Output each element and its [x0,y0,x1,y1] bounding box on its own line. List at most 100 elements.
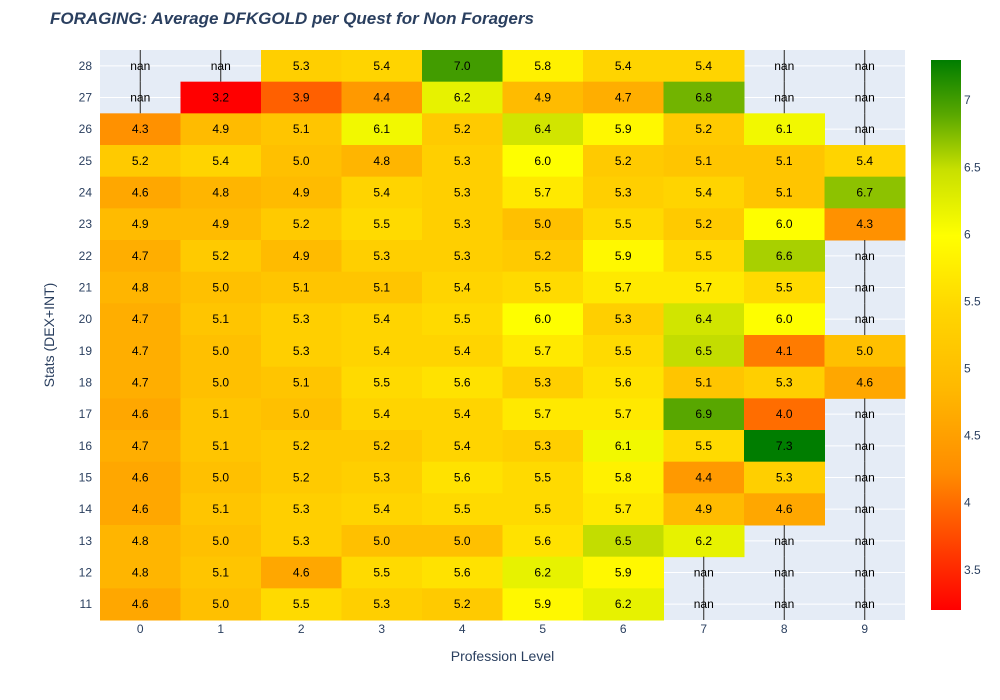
heatmap-cell [583,271,664,304]
heatmap-cell [422,208,503,241]
cell-value-label: 5.4 [454,281,471,295]
cell-value-label: 5.1 [212,407,229,421]
heatmap-cell [341,430,423,463]
cell-value-label: 4.0 [776,407,793,421]
heatmap-cell [824,208,906,241]
cell-value-label: nan [855,597,875,611]
cell-value-label: nan [855,249,875,263]
cell-value-label: nan [855,502,875,516]
heatmap-cell [502,461,584,494]
heatmap-cell [261,271,342,304]
heatmap-cell [422,113,503,146]
y-tick-label: 11 [80,597,93,611]
cell-value-label: 5.1 [776,154,793,168]
cell-value-label: 4.6 [132,502,149,516]
cell-value-label: 5.3 [534,376,551,390]
cell-value-label: 5.5 [534,502,551,516]
cell-value-label: 5.1 [695,376,712,390]
heatmap-cell [502,398,584,431]
cell-value-label: 5.0 [454,534,471,548]
heatmap-cell [341,176,423,209]
heatmap-cell [261,430,342,463]
cell-value-label: 5.7 [534,344,551,358]
heatmap-cell [261,525,342,558]
heatmap-cell [502,113,584,146]
heatmap-cell [100,556,181,589]
heatmap-cell [663,50,745,83]
cell-value-label: 5.5 [454,312,471,326]
heatmap-cell [422,493,503,526]
cell-value-label: 5.1 [776,186,793,200]
heatmap-cell [261,461,342,494]
heatmap-cell [422,366,503,399]
cell-value-label: 5.4 [454,407,471,421]
cell-value-label: 5.3 [454,249,471,263]
cell-value-label: 5.9 [615,249,632,263]
x-tick-label: 9 [861,622,868,636]
cell-value-label: 5.4 [373,59,390,73]
heatmap-cell [341,398,423,431]
cell-value-label: 5.1 [695,154,712,168]
y-tick-label: 15 [79,471,93,485]
cell-value-label: nan [855,122,875,136]
cell-value-label: 5.4 [615,59,632,73]
cell-value-label: 5.9 [615,122,632,136]
heatmap-cell [502,81,584,114]
cell-value-label: 5.4 [212,154,229,168]
cell-value-label: 5.3 [454,217,471,231]
cell-value-label: nan [774,91,794,105]
cell-value-label: 6.1 [373,122,390,136]
heatmap-cell [261,335,342,368]
cell-value-label: 4.7 [132,439,149,453]
heatmap-cell [583,525,664,558]
y-tick-label: 18 [79,376,93,390]
heatmap-cell [422,430,503,463]
cell-value-label: 5.0 [856,344,873,358]
cell-value-label: 4.8 [373,154,390,168]
cell-value-label: 4.6 [856,376,873,390]
heatmap-cell [261,176,342,209]
cell-value-label: 5.4 [373,407,390,421]
cell-value-label: 5.6 [454,376,471,390]
cell-value-label: 4.6 [132,471,149,485]
y-axis-ticks: 28 27 26 25 24 23 22 21 20 19 18 17 16 15 14 13 12 11 [79,59,93,611]
heatmap-cell [341,50,423,83]
cell-labels: nan nan 5.3 5.4 7.0 5.8 5.4 5.4 nan nan nan 3.2 3.9 4… [130,59,875,611]
cell-value-label: 4.1 [776,344,793,358]
heatmap-cell [100,208,181,241]
heatmap-cell [100,493,181,526]
cell-value-label: 6.7 [856,186,873,200]
heatmap-cell [180,588,262,621]
cell-value-label: 6.0 [534,312,551,326]
cell-value-label: 6.4 [695,312,712,326]
cell-value-label: 5.2 [212,249,229,263]
chart-title: FORAGING: Average DFKGOLD per Quest for … [50,9,534,28]
cell-value-label: 4.3 [132,122,149,136]
cell-value-label: 4.6 [132,407,149,421]
cell-value-label: 5.2 [695,217,712,231]
y-tick-label: 12 [79,566,93,580]
y-tick-label: 17 [79,407,93,421]
x-tick-label: 2 [298,622,305,636]
cell-value-label: nan [855,312,875,326]
heatmap-cell [583,240,664,273]
heatmap-cell [180,366,262,399]
y-tick-label: 16 [79,439,93,453]
colorbar-tick-label: 3.5 [964,563,981,577]
heatmap-cell [502,588,584,621]
cell-value-label: 5.6 [454,566,471,580]
heatmap-cell [180,81,262,114]
heatmap-cell [341,335,423,368]
heatmap-cell [180,556,262,589]
heatmap-cell [583,81,664,114]
cell-value-label: 4.3 [856,217,873,231]
cell-value-label: 5.4 [373,186,390,200]
heatmap-cell [100,271,181,304]
cell-value-label: 5.4 [454,344,471,358]
heatmap-cell [583,176,664,209]
cell-value-label: 5.0 [212,376,229,390]
cell-value-label: 4.8 [132,534,149,548]
heatmap-cell [261,398,342,431]
heatmap-cell [261,208,342,241]
cell-value-label: 4.6 [293,566,310,580]
